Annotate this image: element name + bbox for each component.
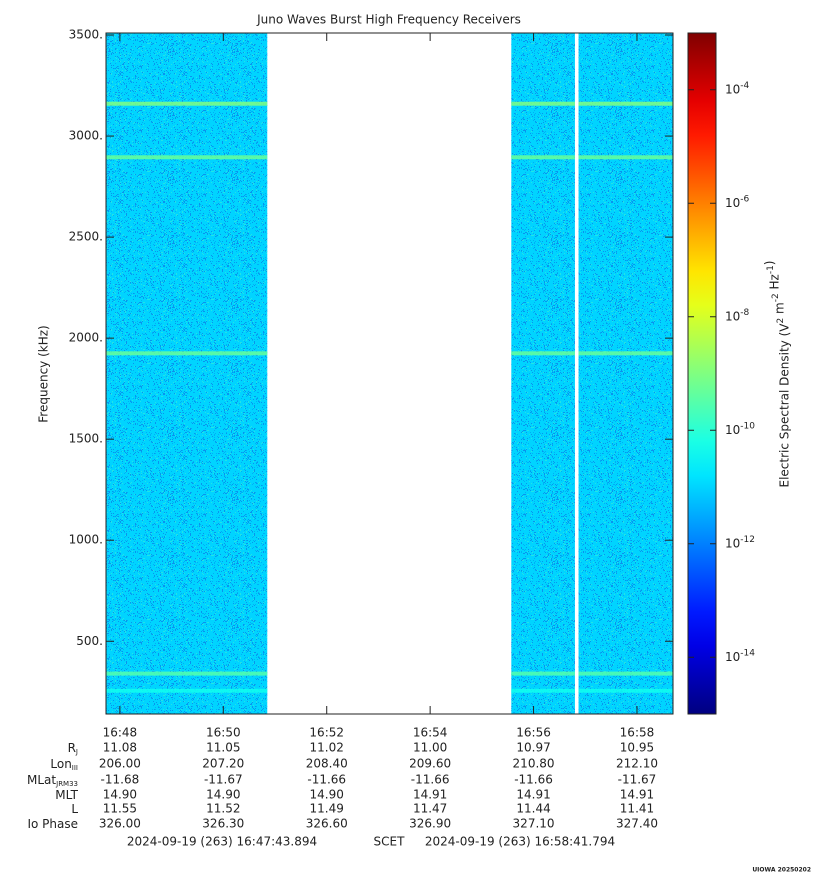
ephemeris-value: 327.10 — [513, 817, 555, 831]
ephemeris-label: RJ — [68, 741, 78, 757]
ephemeris-value: 208.40 — [306, 757, 348, 771]
footer-system: SCET — [374, 835, 406, 849]
ephemeris-value: 14.91 — [620, 788, 654, 802]
ephemeris-value: 209.60 — [409, 757, 451, 771]
ephemeris-label-text: Lon — [50, 757, 71, 771]
ephemeris-value: -11.66 — [307, 773, 346, 787]
colorbar-tick-label: 10-4 — [725, 80, 750, 96]
ephemeris-value: 10.97 — [516, 741, 550, 755]
y-tick-label: 3500. — [69, 28, 103, 42]
ephemeris-value: 206.00 — [99, 757, 141, 771]
ephemeris-label: LonIII — [50, 757, 78, 773]
ephemeris-value: 11.05 — [206, 741, 240, 755]
emission-line — [578, 155, 673, 160]
ephemeris-value: 14.90 — [310, 788, 344, 802]
chart-title: Juno Waves Burst High Frequency Receiver… — [256, 13, 521, 27]
y-tick-label: 1000. — [69, 533, 103, 547]
ephemeris-label-sub: III — [72, 764, 78, 772]
ephemeris-value: -11.67 — [204, 773, 243, 787]
emission-line — [511, 671, 575, 676]
ephemeris-label-text: MLT — [55, 788, 78, 802]
ephemeris-value: 326.30 — [202, 817, 244, 831]
colorbar-label: Electric Spectral Density (V2 m-2 Hz-1) — [763, 260, 792, 487]
emission-line — [106, 155, 268, 160]
x-tick-label: 16:50 — [206, 726, 241, 740]
ephemeris-value: -11.68 — [101, 773, 140, 787]
ephemeris-value: 14.90 — [206, 788, 240, 802]
ephemeris-value: -11.66 — [514, 773, 553, 787]
y-tick-label: 3000. — [69, 129, 103, 143]
plot-frame — [105, 32, 674, 715]
emission-line — [511, 155, 575, 160]
ephemeris-label: Io Phase — [27, 817, 78, 831]
ephemeris-label-sub: JRM33 — [55, 780, 78, 788]
ephemeris-label: L — [71, 802, 78, 816]
emission-line — [106, 688, 268, 693]
colorbar — [687, 32, 717, 715]
ephemeris-value: 11.55 — [103, 802, 137, 816]
x-tick-label: 16:58 — [620, 726, 655, 740]
colorbar-tick-label: 10-14 — [725, 648, 755, 664]
ephemeris-value: 11.41 — [620, 802, 654, 816]
ephemeris-label-text: MLat — [27, 773, 56, 787]
ephemeris-value: 11.52 — [206, 802, 240, 816]
noise-texture — [511, 33, 575, 714]
ephemeris-value: 11.00 — [413, 741, 447, 755]
x-tick-label: 16:52 — [309, 726, 344, 740]
ephemeris-value: 14.91 — [516, 788, 550, 802]
ephemeris-value: 11.49 — [310, 802, 344, 816]
footer-start: 2024-09-19 (263) 16:47:43.894 — [127, 835, 317, 849]
ephemeris-value: -11.66 — [411, 773, 450, 787]
ephemeris-value: 327.40 — [616, 817, 658, 831]
emission-line — [578, 671, 673, 676]
ephemeris-value: -11.67 — [618, 773, 657, 787]
ephemeris-value: 11.47 — [413, 802, 447, 816]
y-tick-label: 2500. — [69, 230, 103, 244]
y-tick-label: 1500. — [69, 432, 103, 446]
ephemeris-value: 14.91 — [413, 788, 447, 802]
ephemeris-value: 326.90 — [409, 817, 451, 831]
emission-line — [106, 101, 268, 106]
emission-line — [578, 688, 673, 693]
ephemeris-value: 14.90 — [103, 788, 137, 802]
ephemeris-value: 326.60 — [306, 817, 348, 831]
emission-line — [578, 351, 673, 356]
ephemeris-value: 10.95 — [620, 741, 654, 755]
ephemeris-value: 212.10 — [616, 757, 658, 771]
emission-line — [106, 671, 268, 676]
colorbar-tick-label: 10-6 — [725, 194, 750, 210]
ephemeris-label-text: L — [71, 802, 78, 816]
ephemeris-label: MLatJRM33 — [27, 773, 78, 789]
footer-end: 2024-09-19 (263) 16:58:41.794 — [425, 835, 615, 849]
colorbar-tick-label: 10-10 — [725, 421, 755, 437]
ephemeris-value: 11.02 — [310, 741, 344, 755]
colorbar-tick-label: 10-8 — [725, 307, 750, 323]
ephemeris-value: 11.44 — [516, 802, 550, 816]
colorbar-tick-label: 10-12 — [725, 534, 755, 550]
ephemeris-label: MLT — [55, 788, 78, 802]
ephemeris-label-text: Io Phase — [27, 817, 78, 831]
y-tick-label: 2000. — [69, 331, 103, 345]
noise-texture — [106, 33, 268, 714]
y-tick-label: 500. — [76, 634, 103, 648]
ephemeris-label-sub: J — [75, 748, 78, 756]
x-tick-label: 16:54 — [413, 726, 448, 740]
ephemeris-value: 207.20 — [202, 757, 244, 771]
emission-line — [511, 101, 575, 106]
ephemeris-value: 326.00 — [99, 817, 141, 831]
x-tick-label: 16:56 — [516, 726, 551, 740]
credit: UIOWA 20250202 — [752, 867, 811, 874]
ephemeris-value: 210.80 — [513, 757, 555, 771]
noise-texture — [578, 33, 673, 714]
emission-line — [106, 351, 268, 356]
emission-line — [511, 351, 575, 356]
y-axis-label: Frequency (kHz) — [37, 325, 51, 422]
x-tick-label: 16:48 — [103, 726, 138, 740]
emission-line — [511, 688, 575, 693]
ephemeris-value: 11.08 — [103, 741, 137, 755]
ephemeris-label-text: R — [68, 741, 76, 755]
emission-line — [578, 101, 673, 106]
